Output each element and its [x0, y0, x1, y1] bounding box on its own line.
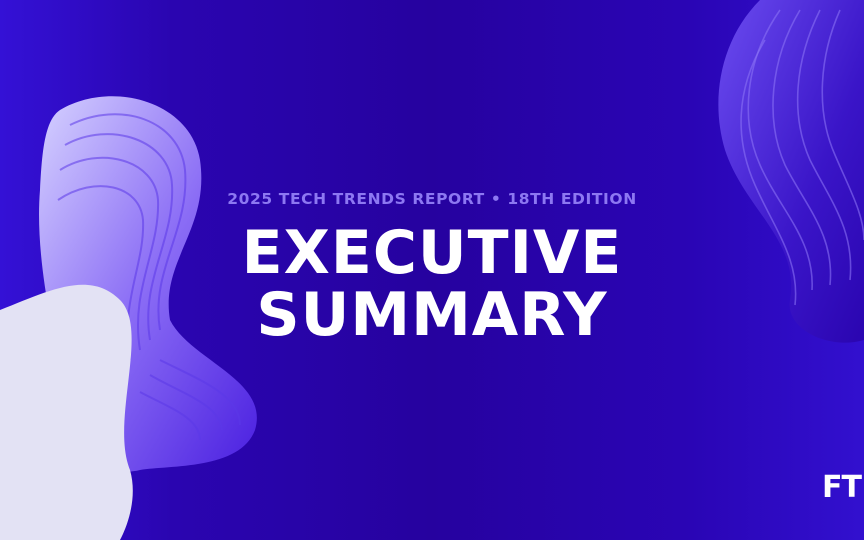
- title-line: EXECUTIVE: [241, 218, 623, 288]
- logo: FT: [822, 470, 862, 505]
- title-line: SUMMARY: [256, 280, 608, 350]
- right-shape: [718, 0, 864, 343]
- left-shape: [0, 96, 257, 540]
- title: EXECUTIVE SUMMARY: [0, 222, 864, 346]
- eyebrow-text: 2025 TECH TRENDS REPORT • 18TH EDITION: [227, 190, 637, 208]
